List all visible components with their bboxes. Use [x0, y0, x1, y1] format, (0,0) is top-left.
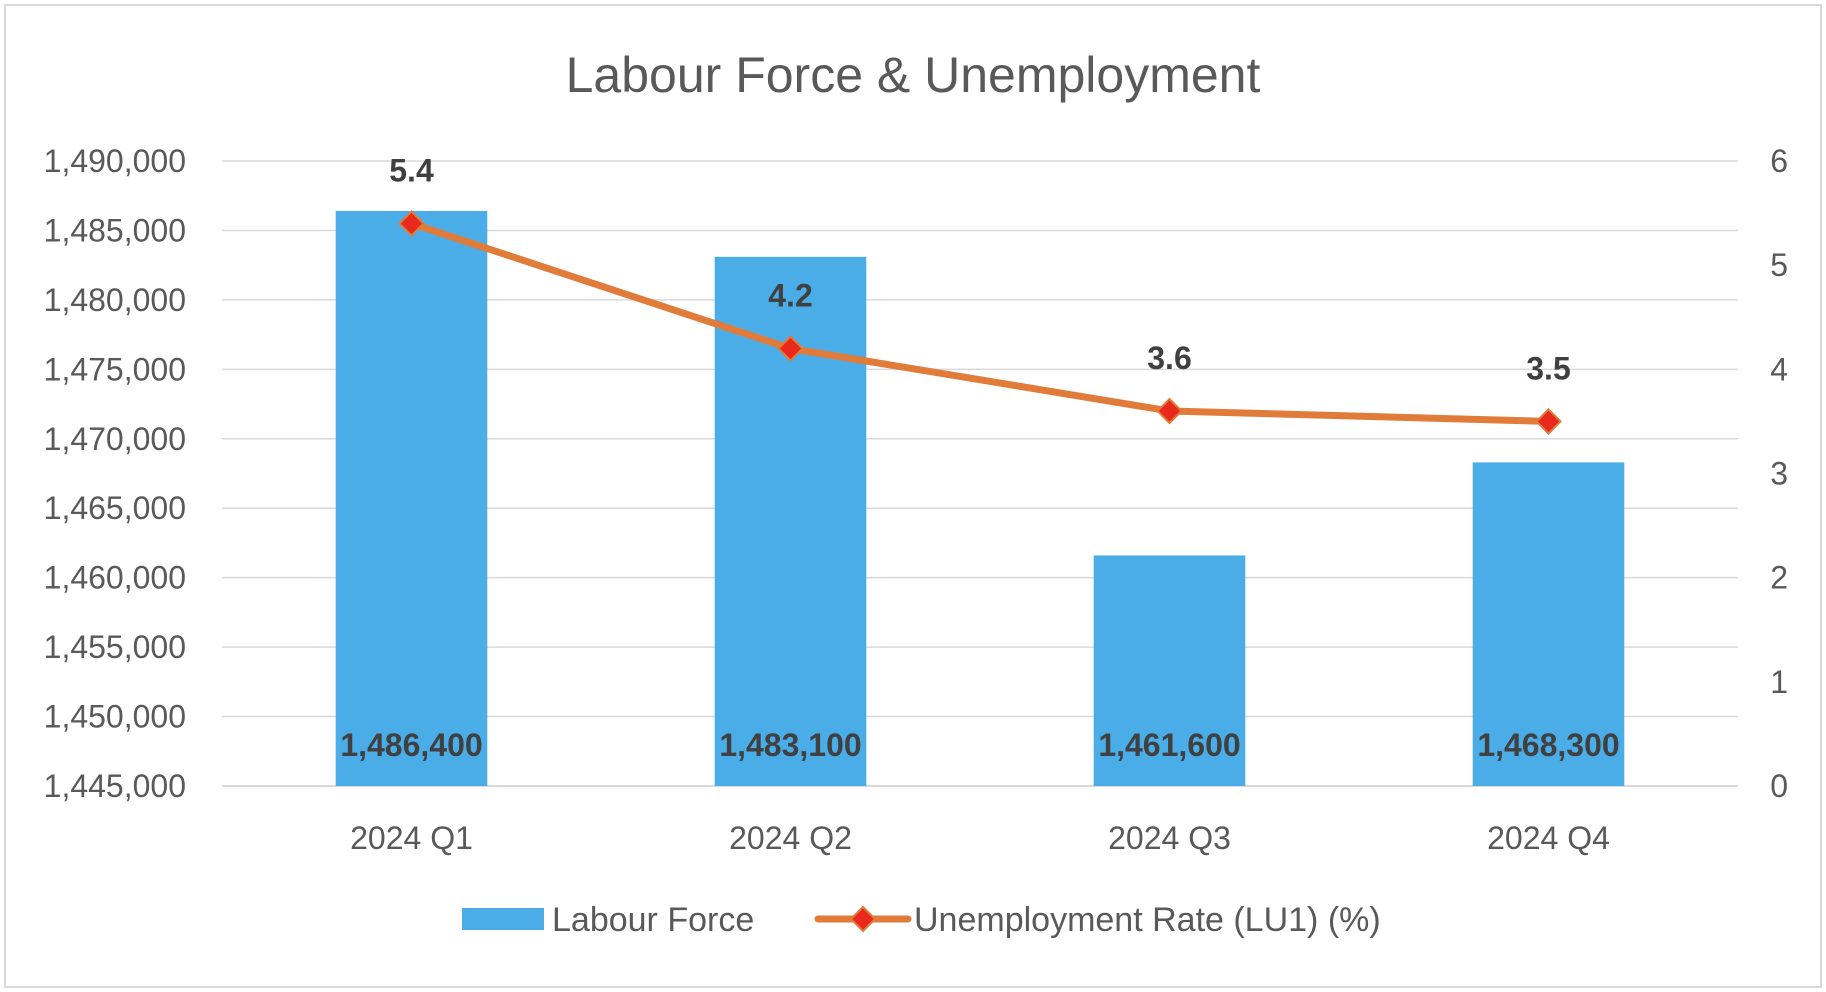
- legend-diamond-icon: [849, 905, 877, 933]
- left-tick-label: 1,480,000: [44, 282, 186, 318]
- diamond-marker: [398, 210, 425, 237]
- chart-title: Labour Force & Unemployment: [566, 47, 1261, 103]
- right-y-axis: 0 1 2 3 4 5 6: [1770, 143, 1788, 804]
- right-tick-label: 1: [1770, 664, 1788, 700]
- x-tick-label: 2024 Q2: [729, 820, 852, 856]
- left-tick-label: 1,445,000: [44, 768, 186, 804]
- line-value-label: 4.2: [768, 278, 812, 314]
- left-tick-label: 1,450,000: [44, 699, 186, 735]
- bar-value-label: 1,486,400: [340, 727, 482, 763]
- line-value-label: 3.6: [1147, 340, 1191, 376]
- line-value-label: 5.4: [389, 153, 434, 189]
- right-tick-label: 0: [1770, 768, 1788, 804]
- legend: Labour Force Unemployment Rate (LU1) (%): [462, 901, 1381, 939]
- bar-value-label: 1,461,600: [1098, 727, 1240, 763]
- left-tick-label: 1,470,000: [44, 421, 186, 457]
- line-value-label: 3.5: [1526, 350, 1570, 386]
- legend-bar-label: Labour Force: [552, 901, 754, 939]
- right-tick-label: 5: [1770, 247, 1788, 283]
- diamond-marker: [777, 335, 804, 362]
- line-series: 5.4 4.2 3.6 3.5: [389, 153, 1571, 435]
- diamond-marker: [1156, 397, 1183, 425]
- bar-value-label: 1,468,300: [1477, 727, 1619, 763]
- left-tick-label: 1,465,000: [44, 490, 186, 526]
- right-tick-label: 6: [1770, 143, 1788, 179]
- left-tick-label: 1,455,000: [44, 629, 186, 665]
- right-tick-label: 3: [1770, 456, 1788, 492]
- legend-line-label: Unemployment Rate (LU1) (%): [914, 901, 1381, 939]
- left-y-axis: 1,445,000 1,450,000 1,455,000 1,460,000 1,46…: [44, 143, 186, 804]
- bar-value-label: 1,483,100: [719, 727, 861, 763]
- bar: [1093, 555, 1246, 786]
- bar-data-labels: 1,486,400 1,483,100 1,461,600 1,468,300: [340, 727, 1619, 763]
- legend-bar-swatch: [462, 908, 544, 930]
- left-tick-label: 1,490,000: [44, 143, 186, 179]
- x-tick-label: 2024 Q1: [350, 820, 473, 856]
- right-tick-label: 2: [1770, 560, 1788, 596]
- left-tick-label: 1,460,000: [44, 560, 186, 596]
- unemployment-line: [408, 220, 1552, 425]
- x-tick-label: 2024 Q4: [1487, 820, 1610, 856]
- x-axis: 2024 Q1 2024 Q2 2024 Q3 2024 Q4: [350, 820, 1610, 856]
- bar: [335, 211, 488, 786]
- left-tick-label: 1,485,000: [44, 212, 186, 248]
- x-tick-label: 2024 Q3: [1108, 820, 1231, 856]
- right-tick-label: 4: [1770, 351, 1788, 387]
- diamond-marker: [1535, 408, 1562, 435]
- left-tick-label: 1,475,000: [44, 351, 186, 387]
- bar: [1472, 462, 1625, 786]
